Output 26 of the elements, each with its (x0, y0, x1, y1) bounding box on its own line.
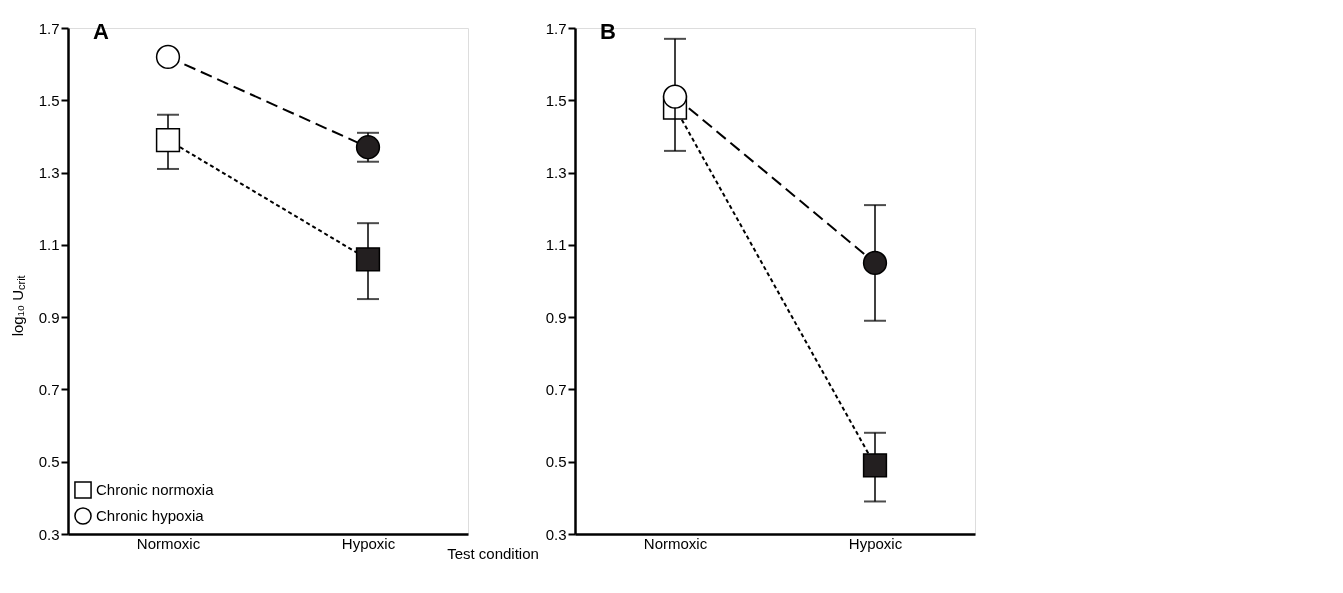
x-tick-label: Hypoxic (848, 534, 903, 552)
y-tick-label: 1.7 (545, 19, 567, 37)
y-tick-label: 1.5 (545, 91, 567, 109)
y-tick-label: 0.3 (38, 525, 60, 543)
y-tick-label: 1.3 (38, 164, 60, 182)
y-tick-label: 0.5 (38, 453, 60, 471)
y-tick-label: 0.9 (545, 308, 567, 326)
x-axis-title: Test condition (447, 544, 539, 562)
chart-title: B (600, 19, 616, 44)
y-tick-label: 0.7 (545, 380, 567, 398)
y-tick-label: 1.5 (38, 91, 60, 109)
y-tick-label: 0.7 (38, 380, 60, 398)
legend-label: Chronic normoxia (96, 481, 215, 498)
y-tick-label: 0.9 (38, 308, 60, 326)
x-tick-label: Normoxic (643, 534, 708, 552)
x-tick-label: Hypoxic (341, 534, 396, 552)
y-axis-title: log₁₀ Ucrit (9, 275, 27, 337)
y-tick-label: 1.7 (38, 19, 60, 37)
chart-title: A (93, 19, 109, 44)
y-tick-label: 1.1 (38, 236, 60, 254)
y-tick-label: 1.3 (545, 164, 567, 182)
x-tick-label: Normoxic (136, 534, 201, 552)
y-tick-label: 0.5 (545, 453, 567, 471)
legend-label: Chronic hypoxia (96, 507, 205, 524)
y-tick-label: 1.1 (545, 236, 567, 254)
y-tick-label: 0.3 (545, 525, 567, 543)
